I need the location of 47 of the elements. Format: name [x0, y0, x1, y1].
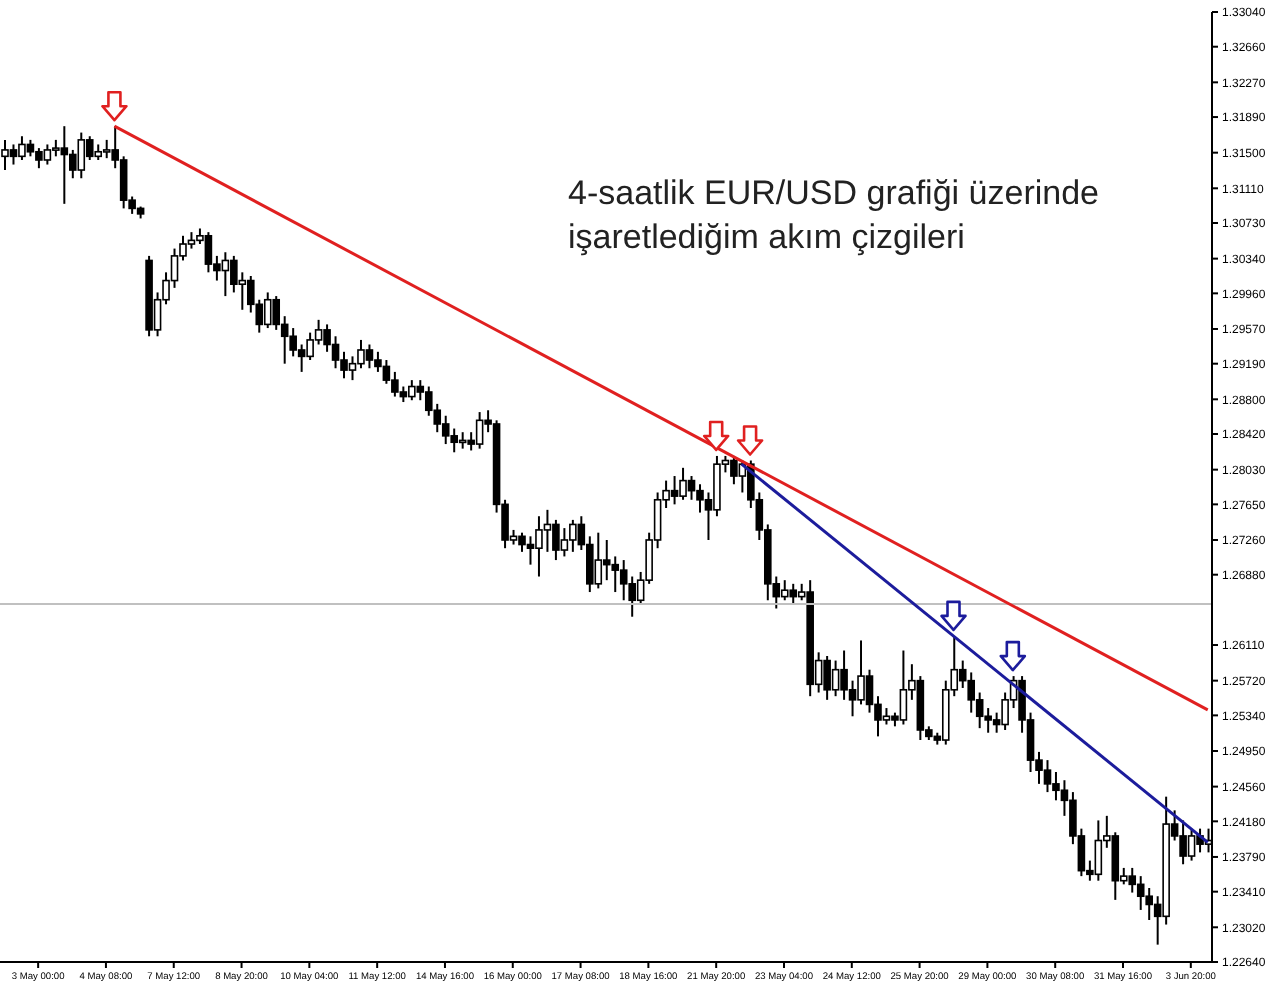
- candlestick: [382, 359, 391, 385]
- candlestick: [119, 155, 128, 210]
- candlestick: [899, 649, 908, 726]
- candlestick: [789, 582, 798, 605]
- candlestick: [713, 454, 721, 518]
- candlestick: [560, 527, 569, 558]
- candlestick: [391, 370, 399, 398]
- candlestick: [18, 135, 26, 161]
- candlestick: [823, 654, 831, 701]
- candlestick: [323, 323, 331, 353]
- candlestick: [730, 454, 738, 486]
- candlestick: [840, 649, 848, 701]
- candlestick: [9, 143, 18, 166]
- candlestick: [204, 231, 213, 274]
- candlestick: [475, 411, 484, 450]
- candlestick: [552, 518, 560, 562]
- candlestick: [1187, 827, 1196, 862]
- candlestick: [1094, 819, 1103, 882]
- candlestick: [331, 335, 340, 370]
- candlestick: [535, 515, 543, 578]
- candlestick: [357, 338, 365, 370]
- candlestick: [221, 251, 230, 298]
- candlestick: [263, 291, 272, 330]
- candlestick: [297, 343, 306, 373]
- candlestick: [365, 343, 374, 370]
- candlestick: [594, 531, 603, 590]
- candlestick: [831, 659, 840, 698]
- candlestick: [1043, 759, 1052, 794]
- candlestick: [408, 379, 416, 402]
- candlestick: [670, 475, 679, 506]
- candlestick: [543, 508, 552, 553]
- candlestick: [865, 668, 874, 714]
- candlestick: [35, 147, 43, 170]
- candlestick: [102, 138, 111, 160]
- candlestick: [569, 518, 577, 553]
- candlestick: [687, 475, 696, 501]
- candlestick: [77, 131, 86, 180]
- candlestick: [272, 295, 281, 331]
- candlestick: [780, 579, 789, 602]
- candlestick: [526, 535, 535, 566]
- candlestick: [441, 414, 450, 446]
- candlestick: [348, 355, 357, 382]
- candlestick: [1128, 866, 1137, 894]
- candlestick: [60, 125, 69, 205]
- candlestick: [679, 466, 687, 501]
- candlestick: [43, 143, 52, 166]
- annotation: 4-saatlik EUR/USD grafiği üzerinde işaretlediğim akım çizgileri: [568, 172, 1101, 260]
